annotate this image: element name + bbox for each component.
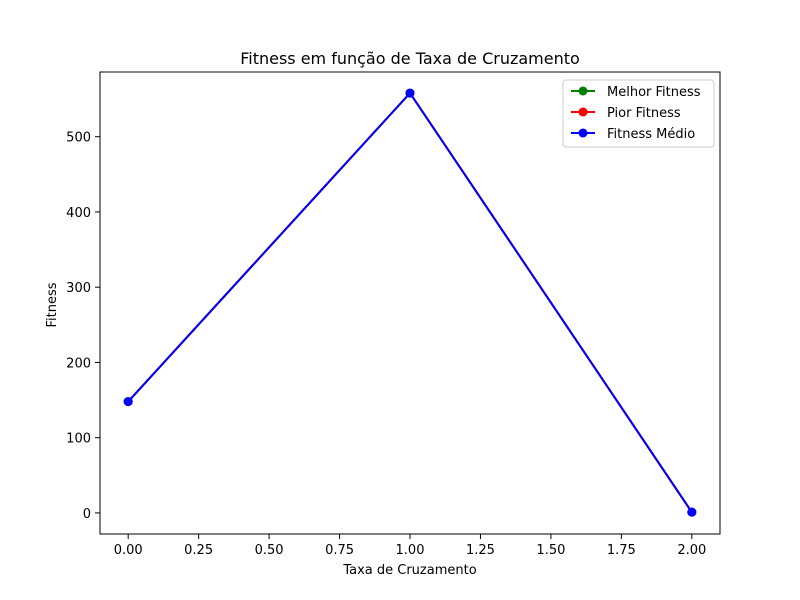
legend-label: Fitness Médio (607, 127, 695, 142)
legend-marker (578, 107, 588, 117)
chart-title: Fitness em função de Taxa de Cruzamento (240, 49, 580, 68)
x-tick-label: 1.75 (607, 543, 636, 558)
x-tick-label: 1.25 (466, 543, 495, 558)
x-tick-label: 2.00 (677, 543, 706, 558)
y-tick-label: 400 (66, 206, 91, 221)
legend-label: Pior Fitness (607, 106, 681, 121)
legend: Melhor Fitness Pior Fitness Fitness Médio (562, 79, 715, 148)
x-tick-label: 0.75 (325, 543, 354, 558)
y-axis-ticks: 0 100 200 300 400 500 (66, 131, 100, 522)
series-1 (123, 88, 697, 517)
x-tick-label: 1.00 (396, 543, 425, 558)
data-point (405, 88, 415, 98)
legend-item: Pior Fitness (571, 106, 681, 121)
y-tick-label: 100 (66, 432, 91, 447)
y-tick-label: 0 (83, 507, 91, 522)
series-line (127, 91, 693, 513)
series-2 (123, 88, 697, 517)
x-tick-label: 0.00 (114, 543, 143, 558)
legend-marker (578, 86, 588, 96)
series-line (127, 91, 693, 513)
y-tick-label: 200 (66, 356, 91, 371)
x-axis-label: Taxa de Cruzamento (342, 563, 476, 578)
series-0 (123, 88, 697, 517)
series-line (127, 91, 693, 513)
y-tick-label: 500 (66, 131, 91, 146)
legend-label: Melhor Fitness (607, 85, 701, 100)
y-axis-label: Fitness (45, 282, 60, 327)
data-point (123, 397, 133, 407)
x-tick-label: 0.25 (184, 543, 213, 558)
data-point (687, 507, 697, 517)
legend-box (562, 79, 715, 148)
y-tick-label: 300 (66, 281, 91, 296)
legend-marker (578, 128, 588, 138)
legend-item: Melhor Fitness (571, 85, 701, 100)
x-tick-label: 0.50 (255, 543, 284, 558)
x-axis-ticks: 0.00 0.25 0.50 0.75 1.00 1.25 1.50 1.75 2.00 (114, 534, 706, 558)
series-layer (123, 88, 697, 517)
legend-item: Fitness Médio (571, 127, 695, 142)
x-tick-label: 1.50 (536, 543, 565, 558)
